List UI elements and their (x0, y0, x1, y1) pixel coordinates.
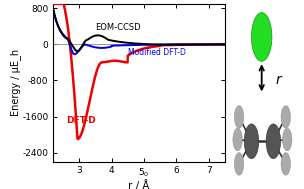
Circle shape (234, 106, 244, 128)
Circle shape (244, 124, 259, 159)
Circle shape (233, 128, 242, 151)
Circle shape (282, 128, 292, 151)
Y-axis label: Energy / μE_h: Energy / μE_h (10, 49, 21, 116)
X-axis label: r / Å: r / Å (128, 180, 150, 189)
Text: EOM-CCSD: EOM-CCSD (95, 23, 141, 32)
Circle shape (266, 124, 281, 159)
Text: DFT-D: DFT-D (66, 116, 96, 125)
Text: $r$: $r$ (275, 74, 283, 88)
Circle shape (251, 13, 272, 61)
Text: Modified DFT-D: Modified DFT-D (128, 48, 186, 57)
Circle shape (281, 106, 291, 128)
Circle shape (281, 153, 291, 175)
Circle shape (234, 153, 244, 175)
